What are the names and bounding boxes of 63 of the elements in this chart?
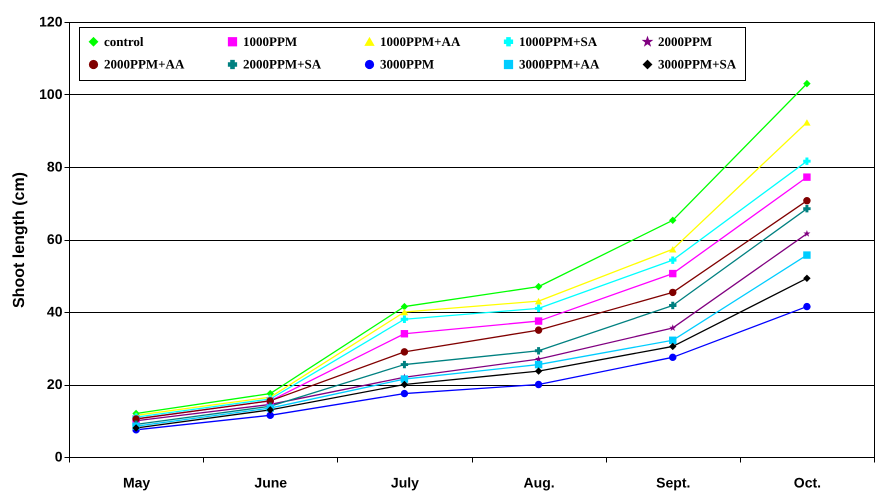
point xyxy=(400,375,408,383)
legend-label: control xyxy=(104,34,144,49)
point xyxy=(669,256,676,264)
point xyxy=(803,230,810,237)
point xyxy=(669,336,676,344)
point xyxy=(803,251,811,259)
legend-label: 2000PPM+SA xyxy=(243,56,322,72)
y-axis-title: Shoot length (cm) xyxy=(11,172,28,308)
y-tick-label: 80 xyxy=(46,158,63,174)
point xyxy=(803,173,811,181)
legend-label: 1000PPM+AA xyxy=(380,34,461,49)
x-tick-label: May xyxy=(122,474,150,490)
y-tick-label: 40 xyxy=(46,304,63,320)
legend-label: 1000PPM xyxy=(243,34,298,49)
point xyxy=(400,380,408,388)
point xyxy=(803,302,811,310)
y-tick-label: 60 xyxy=(46,231,63,247)
legend-label: 3000PPM+AA xyxy=(519,56,600,72)
point xyxy=(669,354,676,362)
point xyxy=(534,298,542,304)
point xyxy=(669,270,676,278)
legend-label: 1000PPM+SA xyxy=(519,34,598,49)
legend-label: 3000PPM xyxy=(380,56,434,72)
x-tick-label: Sept. xyxy=(656,474,690,490)
point xyxy=(669,324,676,331)
x-tick-label: Oct. xyxy=(794,474,822,490)
point xyxy=(400,390,408,398)
point xyxy=(534,326,542,334)
point xyxy=(534,304,542,312)
legend-label: 2000PPM xyxy=(658,34,712,49)
point xyxy=(400,360,408,368)
x-tick-label: Aug. xyxy=(524,474,555,490)
point xyxy=(534,317,542,325)
point xyxy=(803,204,811,212)
legend-label: 3000PPM+SA xyxy=(658,56,737,72)
point xyxy=(803,80,811,88)
point xyxy=(400,348,408,356)
point xyxy=(669,288,676,296)
point xyxy=(534,360,542,368)
point xyxy=(803,274,811,282)
point xyxy=(266,412,274,420)
point xyxy=(669,216,676,224)
x-tick-label: July xyxy=(390,474,420,490)
point xyxy=(669,302,676,310)
point xyxy=(534,367,542,375)
point xyxy=(803,157,811,165)
point xyxy=(803,119,811,126)
point xyxy=(534,282,542,290)
y-tick-label: 120 xyxy=(39,14,63,30)
point xyxy=(669,246,676,252)
point xyxy=(400,316,408,323)
point xyxy=(400,308,408,316)
legend-label: 2000PPM+AA xyxy=(104,56,185,72)
y-tick-label: 0 xyxy=(54,448,63,464)
point xyxy=(534,347,542,354)
point xyxy=(534,380,542,388)
y-tick-label: 20 xyxy=(46,376,63,392)
point xyxy=(803,197,811,204)
point xyxy=(400,302,408,310)
x-tick-label: June xyxy=(254,474,288,490)
point xyxy=(400,330,408,338)
y-tick-label: 100 xyxy=(39,86,63,102)
point xyxy=(669,342,676,350)
